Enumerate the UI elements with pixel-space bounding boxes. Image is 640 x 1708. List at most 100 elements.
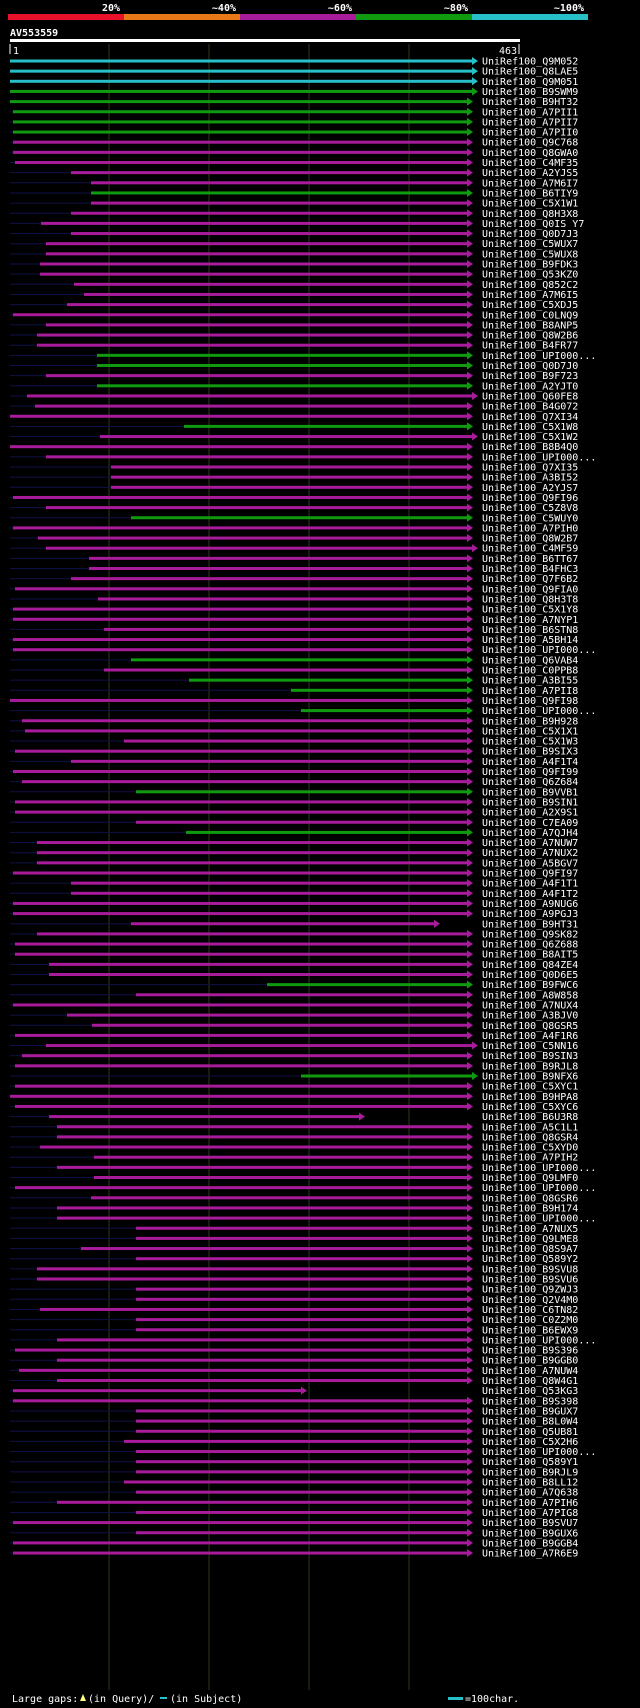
hit-label[interactable]: UniRef100_C5X1W2 [482,432,578,443]
hit-row[interactable]: UniRef100_C5X1W2 [10,432,578,443]
hit-label[interactable]: UniRef100_A2YJS7 [482,483,578,494]
hit-label[interactable]: UniRef100_B9SVU6 [482,1275,578,1286]
hit-label[interactable]: UniRef100_C5XYC1 [482,1082,578,1093]
hit-row[interactable]: UniRef100_B9SVU6 [10,1275,578,1286]
hit-label[interactable]: UniRef100_A4F1T2 [482,889,578,900]
hit-row[interactable]: UniRef100_Q852C2 [10,280,578,291]
hit-label[interactable]: UniRef100_A9NUG6 [482,899,578,910]
hit-label[interactable]: UniRef100_B9H928 [482,716,578,727]
hit-row[interactable]: UniRef100_A7NUX4 [10,1000,578,1011]
hit-label[interactable]: UniRef100_A4F1R6 [482,1031,578,1042]
hit-row[interactable]: UniRef100_A5BGV7 [10,858,578,869]
hit-row[interactable]: UniRef100_A2YJT0 [10,381,578,392]
hit-label[interactable]: UniRef100_A7PIH6 [482,1498,578,1509]
hit-label[interactable]: UniRef100_B9GGB0 [482,1356,578,1367]
hit-row[interactable]: UniRef100_C4MF35 [10,158,578,169]
hit-label[interactable]: UniRef100_Q7F6B2 [482,574,578,585]
hit-label[interactable]: UniRef100_B8B4Q0 [482,442,578,453]
hit-row[interactable]: UniRef100_UPI000... [10,1183,596,1194]
hit-row[interactable]: UniRef100_Q8GSR5 [10,1021,578,1032]
hit-label[interactable]: UniRef100_B9GUX6 [482,1528,578,1539]
hit-label[interactable]: UniRef100_Q9C768 [482,138,578,149]
hit-row[interactable]: UniRef100_Q8GSR6 [10,1193,578,1204]
hit-row[interactable]: UniRef100_C5XYD0 [10,1143,578,1154]
hit-label[interactable]: UniRef100_UPI000... [482,1447,596,1458]
hit-label[interactable]: UniRef100_B9SVU8 [482,1264,578,1275]
hit-row[interactable]: UniRef100_C5X1X1 [10,726,578,737]
hit-row[interactable]: UniRef100_A7NUX2 [10,848,578,859]
hit-label[interactable]: UniRef100_Q6Z688 [482,940,578,951]
hit-label[interactable]: UniRef100_B4G072 [482,402,578,413]
hit-label[interactable]: UniRef100_C5Z8V8 [482,503,578,514]
hit-row[interactable]: UniRef100_B9VVB1 [10,787,578,798]
hit-label[interactable]: UniRef100_A7NUX2 [482,848,578,859]
hit-row[interactable]: UniRef100_A2X9S1 [10,808,578,819]
hit-label[interactable]: UniRef100_Q9M052 [482,57,578,68]
hit-label[interactable]: UniRef100_A9PGJ3 [482,909,578,920]
hit-label[interactable]: UniRef100_B6TT67 [482,554,578,565]
hit-label[interactable]: UniRef100_C4MF35 [482,158,578,169]
hit-row[interactable]: UniRef100_UPI000... [10,706,596,717]
hit-label[interactable]: UniRef100_A7NUW4 [482,1366,578,1377]
hit-row[interactable]: UniRef100_B6U3R8 [10,1112,578,1123]
hit-label[interactable]: UniRef100_Q7XI35 [482,463,578,474]
hit-row[interactable]: UniRef100_C5WUY0 [10,513,578,524]
hit-label[interactable]: UniRef100_Q8H3X8 [482,209,578,220]
hit-label[interactable]: UniRef100_B9GUX7 [482,1406,578,1417]
hit-row[interactable]: UniRef100_UPI000... [10,1447,596,1458]
hit-label[interactable]: UniRef100_Q2V4M0 [482,1295,578,1306]
hit-row[interactable]: UniRef100_Q53KG3 [10,1386,578,1397]
hit-label[interactable]: UniRef100_Q9FIA0 [482,584,578,595]
hit-row[interactable]: UniRef100_Q84ZE4 [10,960,578,971]
hit-label[interactable]: UniRef100_C5X1W3 [482,737,578,748]
hit-row[interactable]: UniRef100_C5XYC6 [10,1102,578,1113]
hit-row[interactable]: UniRef100_B9HT32 [10,97,578,108]
hit-label[interactable]: UniRef100_B9SIX3 [482,747,578,758]
hit-row[interactable]: UniRef100_Q9FI97 [10,869,578,880]
hit-label[interactable]: UniRef100_B9F723 [482,371,578,382]
hit-row[interactable]: UniRef100_C5X1Y8 [10,605,578,616]
hit-label[interactable]: UniRef100_B9VVB1 [482,787,578,798]
hit-label[interactable]: UniRef100_B9S396 [482,1346,578,1357]
hit-label[interactable]: UniRef100_UPI000... [482,452,596,463]
hit-label[interactable]: UniRef100_A7PIG8 [482,1508,578,1519]
hit-label[interactable]: UniRef100_Q8GSR6 [482,1193,578,1204]
hit-row[interactable]: UniRef100_B9SIN1 [10,797,578,808]
hit-row[interactable]: UniRef100_B9RJL9 [10,1467,578,1478]
hit-row[interactable]: UniRef100_C5Z8V8 [10,503,578,514]
hit-row[interactable]: UniRef100_Q589Y1 [10,1457,578,1468]
hit-row[interactable]: UniRef100_B9S396 [10,1346,578,1357]
hit-row[interactable]: UniRef100_Q9M051 [10,77,578,88]
hit-row[interactable]: UniRef100_B9GUX7 [10,1406,578,1417]
hit-row[interactable]: UniRef100_A8W858 [10,990,578,1001]
hit-row[interactable]: UniRef100_A7R6E9 [10,1549,578,1560]
hit-row[interactable]: UniRef100_A7Q638 [10,1488,578,1499]
hit-row[interactable]: UniRef100_C0PPB8 [10,666,578,677]
hit-row[interactable]: UniRef100_B8ANP5 [10,320,578,331]
hit-label[interactable]: UniRef100_A3BI55 [482,676,578,687]
hit-row[interactable]: UniRef100_B9FWC6 [10,980,578,991]
hit-row[interactable]: UniRef100_B9SWM9 [10,87,578,98]
hit-row[interactable]: UniRef100_Q8GWA0 [10,148,578,159]
hit-label[interactable]: UniRef100_C5NN16 [482,1041,578,1052]
hit-label[interactable]: UniRef100_A4F1T4 [482,757,578,768]
hit-label[interactable]: UniRef100_B9HT31 [482,919,578,930]
hit-row[interactable]: UniRef100_A7PIH0 [10,523,578,534]
hit-label[interactable]: UniRef100_Q9FI96 [482,493,578,504]
hit-label[interactable]: UniRef100_B9RJL8 [482,1061,578,1072]
hit-row[interactable]: UniRef100_B9FDK3 [10,260,578,271]
hit-row[interactable]: UniRef100_Q589Y2 [10,1254,578,1265]
hit-row[interactable]: UniRef100_A7PIH2 [10,1153,578,1164]
hit-label[interactable]: UniRef100_A7PII8 [482,686,578,697]
hit-label[interactable]: UniRef100_A7PIH0 [482,523,578,534]
hit-label[interactable]: UniRef100_Q9FI97 [482,869,578,880]
hit-row[interactable]: UniRef100_C5X2H6 [10,1437,578,1448]
hit-label[interactable]: UniRef100_A7R6E9 [482,1549,578,1560]
hit-row[interactable]: UniRef100_C0LNQ9 [10,310,578,321]
hit-label[interactable]: UniRef100_B6U3R8 [482,1112,578,1123]
hit-row[interactable]: UniRef100_A2YJS5 [10,168,578,179]
hit-label[interactable]: UniRef100_Q6VAB4 [482,655,578,666]
hit-label[interactable]: UniRef100_C6TN82 [482,1305,578,1316]
hit-label[interactable]: UniRef100_A4F1T1 [482,879,578,890]
hit-row[interactable]: UniRef100_UPI000... [10,452,596,463]
